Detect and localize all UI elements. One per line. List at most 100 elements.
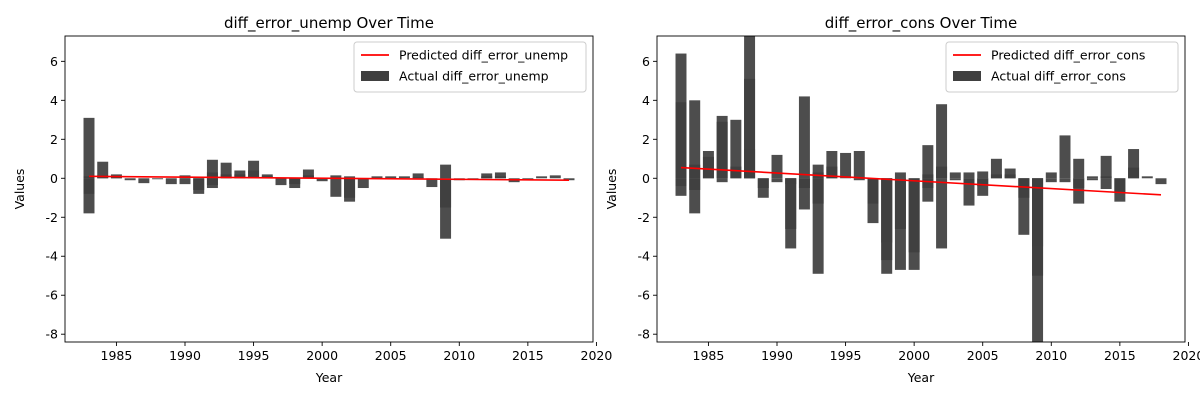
unemp-bar-1992-0: [206, 159, 218, 179]
cons-legend-predicted-label: Predicted diff_error_cons: [991, 48, 1145, 63]
cons-bar-2007-1: [1004, 174, 1016, 179]
unemp-bar-1986-0: [124, 178, 136, 181]
cons-bar-1984-0: [689, 100, 701, 179]
unemp-bar-1984-0: [97, 161, 109, 179]
cons-xtick-label-2015: 2015: [1104, 348, 1136, 363]
cons-bar-2008-2: [1018, 178, 1030, 235]
unemp-x-axis-label: Year: [315, 370, 343, 385]
cons-bar-2017-0: [1141, 176, 1153, 179]
unemp-bar-1993-0: [220, 162, 232, 179]
cons-bar-1991-2: [785, 178, 797, 249]
unemp-xtick-label-1995: 1995: [238, 348, 270, 363]
cons-bar-2018-0: [1155, 178, 1167, 185]
cons-bar-2012-0: [1073, 158, 1085, 179]
unemp-bar-2005-0: [385, 176, 397, 179]
unemp-ytick-label-2: 2: [50, 132, 58, 147]
unemp-xtick-label-2010: 2010: [443, 348, 475, 363]
cons-bar-1984-1: [689, 164, 701, 179]
cons-bar-2001-0: [922, 145, 934, 179]
unemp-bar-2018-0: [563, 178, 575, 181]
cons-bar-2002-0: [936, 104, 948, 179]
unemp-bar-2000-0: [316, 178, 328, 182]
cons-bar-1999-0: [894, 172, 906, 179]
unemp-bar-1998-1: [289, 178, 301, 189]
cons-bar-1993-3: [812, 178, 824, 274]
unemp-bar-2008-0: [426, 178, 438, 188]
cons-bar-2011-1: [1059, 178, 1071, 183]
unemp-bar-2012-1: [481, 176, 493, 179]
unemp-bar-1992-1: [206, 172, 218, 179]
cons-bar-1984-3: [689, 178, 701, 214]
unemp-legend: Predicted diff_error_unemp Actual diff_er…: [353, 41, 587, 93]
unemp-ytick-label--8: -8: [46, 327, 59, 342]
cons-bar-1992-0: [798, 96, 810, 179]
unemp-bar-1991-1: [193, 178, 205, 194]
unemp-bar-1993-1: [220, 174, 232, 179]
cons-bar-1994-0: [826, 150, 838, 179]
cons-legend-bar-swatch: [953, 71, 981, 81]
cons-bar-1997-1: [867, 178, 879, 224]
unemp-xtick-label-2020: 2020: [581, 348, 613, 363]
unemp-legend-predicted-label: Predicted diff_error_unemp: [399, 48, 568, 63]
cons-bar-1995-0: [840, 152, 852, 179]
cons-bar-1986-2: [716, 178, 728, 183]
cons-ytick-label--4: -4: [638, 249, 651, 264]
unemp-xtick-label-2000: 2000: [306, 348, 338, 363]
unemp-ytick-label-0: 0: [50, 171, 58, 186]
cons-bar-1993-0: [812, 164, 824, 179]
cons-y-axis-label: Values: [604, 169, 619, 210]
unemp-bar-2001-0: [330, 175, 342, 179]
cons-bar-2010-0: [1045, 172, 1057, 179]
unemp-legend-box: [353, 41, 587, 93]
cons-bar-2016-1: [1128, 167, 1140, 179]
cons-xtick-label-1985: 1985: [693, 348, 725, 363]
cons-bar-2014-0: [1100, 155, 1112, 179]
cons-ytick-label-4: 4: [642, 93, 650, 108]
cons-bar-1985-1: [702, 156, 714, 179]
unemp-y-axis-label: Values: [12, 169, 27, 210]
cons-bar-2013-0: [1086, 176, 1098, 179]
cons-bar-1987-1: [730, 166, 742, 179]
cons-bar-2004-2: [963, 178, 975, 206]
unemp-xtick-label-2005: 2005: [375, 348, 407, 363]
cons-bar-2014-2: [1100, 178, 1112, 189]
cons-bar-2013-1: [1086, 178, 1098, 181]
unemp-bar-1983-3: [83, 178, 95, 214]
unemp-ytick-label-4: 4: [50, 93, 58, 108]
cons-axes-frame: [656, 35, 1186, 343]
unemp-bar-2003-0: [357, 178, 369, 189]
unemp-bar-1983-0: [83, 117, 95, 179]
cons-ytick-label-0: 0: [642, 171, 650, 186]
cons-bar-2001-1: [922, 174, 934, 179]
cons-bar-2003-0: [949, 172, 961, 179]
unemp-bar-2009-0: [440, 164, 452, 179]
cons-bar-1986-1: [716, 121, 728, 179]
cons-xtick-label-2020: 2020: [1173, 348, 1200, 363]
cons-bar-1989-1: [757, 178, 769, 198]
unemp-bar-1999-0: [302, 169, 314, 179]
cons-bar-1992-2: [798, 178, 810, 210]
cons-legend: Predicted diff_error_cons Actual diff_err…: [945, 41, 1179, 93]
cons-ytick-label--6: -6: [638, 288, 651, 303]
cons-xtick-label-2000: 2000: [898, 348, 930, 363]
cons-bar-2006-1: [990, 174, 1002, 179]
unemp-bar-1994-1: [234, 174, 246, 179]
cons-ytick-label-6: 6: [642, 54, 650, 69]
unemp-bar-2017-0: [549, 175, 561, 179]
unemp-plot-area: [83, 117, 575, 239]
cons-bar-1999-2: [894, 178, 906, 270]
unemp-bar-1992-3: [206, 178, 218, 189]
unemp-bar-1983-1: [83, 176, 95, 179]
cons-bar-2005-2: [977, 178, 989, 196]
cons-bar-1994-1: [826, 166, 838, 179]
cons-bar-2003-1: [949, 178, 961, 181]
cons-predicted-line: [680, 166, 1162, 196]
cons-bar-1996-1: [853, 178, 865, 181]
cons-bar-1998-2: [881, 178, 893, 274]
unemp-ytick-label--2: -2: [46, 210, 58, 225]
cons-bar-1983-1: [675, 102, 687, 179]
cons-bar-2011-0: [1059, 135, 1071, 179]
unemp-bar-2002-2: [344, 178, 356, 202]
cons-bar-2004-0: [963, 172, 975, 179]
cons-bar-1987-0: [730, 119, 742, 179]
